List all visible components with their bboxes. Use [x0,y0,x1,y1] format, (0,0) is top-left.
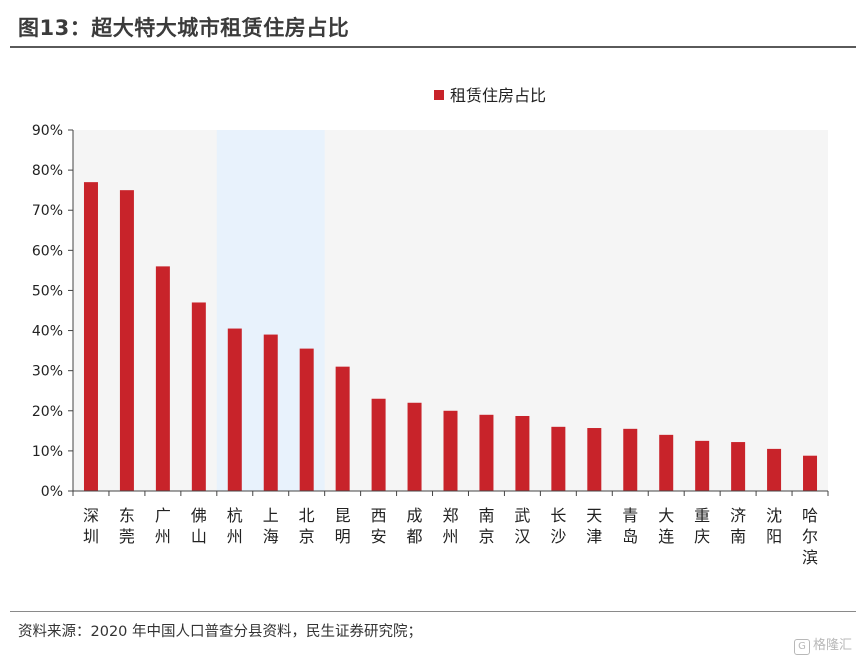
x-tick-label: 成都 [407,506,423,546]
legend-label: 租赁住房占比 [450,86,546,105]
watermark-logo-icon: G [793,639,810,655]
x-tick-label: 济南 [730,506,746,546]
x-tick-label: 昆明 [335,506,351,546]
y-tick-label: 40% [32,324,63,340]
bar-大连 [659,434,674,491]
y-tick-label: 10% [32,444,63,460]
y-tick-label: 70% [32,203,63,219]
watermark: G 格隆汇 [793,634,852,655]
x-tick-label: 深圳 [83,506,99,546]
y-tick-label: 90% [32,123,63,139]
legend-swatch [434,90,444,100]
watermark-text: 格隆汇 [812,638,852,653]
y-tick-label: 30% [32,364,63,380]
x-tick-label: 武汉 [514,506,530,546]
y-tick-label: 0% [41,484,63,500]
bar-青岛 [623,428,638,491]
y-tick-label: 50% [32,283,63,299]
footer-divider [10,611,856,612]
bar-重庆 [695,440,710,491]
bar-广州 [155,266,170,491]
bar-上海 [263,334,278,491]
x-tick-label: 西安 [371,506,387,546]
x-tick-label: 杭州 [227,506,243,546]
x-tick-label: 郑州 [442,506,458,546]
bar-北京 [299,348,314,491]
bar-郑州 [443,410,458,491]
x-tick-label: 上海 [263,506,279,546]
chart-title: 图13：超大特大城市租赁住房占比 [18,16,350,40]
bar-天津 [587,428,602,491]
x-tick-label: 北京 [299,506,315,546]
x-tick-label: 重庆 [694,506,710,546]
bar-长沙 [551,426,566,491]
x-tick-label: 青岛 [622,506,638,546]
x-tick-label: 天津 [586,506,602,546]
title-divider [10,46,856,48]
x-tick-label: 东莞 [119,506,135,546]
bar-佛山 [191,302,206,491]
x-tick-label: 沈阳 [766,506,782,546]
bar-哈尔滨 [803,455,818,491]
bar-昆明 [335,366,350,491]
x-tick-label: 广州 [155,506,171,546]
source-note: 资料来源：2020 年中国人口普查分县资料，民生证券研究院； [18,624,423,640]
bar-武汉 [515,415,530,491]
x-tick-label: 哈尔滨 [802,506,818,567]
x-tick-label: 大连 [658,506,674,546]
x-tick-label: 佛山 [191,506,207,546]
y-tick-label: 60% [32,243,63,259]
bar-chart: 0% 10% 20% 30% 40% 50% 60% 70% 80% 90% 深圳东莞广州佛山杭州上… [32,86,829,567]
x-tick-label: 南京 [478,506,494,546]
bar-沈阳 [767,448,782,491]
bar-济南 [731,442,746,491]
bar-杭州 [227,328,242,491]
bar-东莞 [119,190,134,491]
bar-西安 [371,398,386,491]
bar-成都 [407,402,422,491]
bar-深圳 [83,182,98,491]
x-tick-label: 长沙 [550,506,566,546]
bar-南京 [479,414,494,491]
y-tick-label: 20% [32,404,63,420]
y-tick-label: 80% [32,163,63,179]
